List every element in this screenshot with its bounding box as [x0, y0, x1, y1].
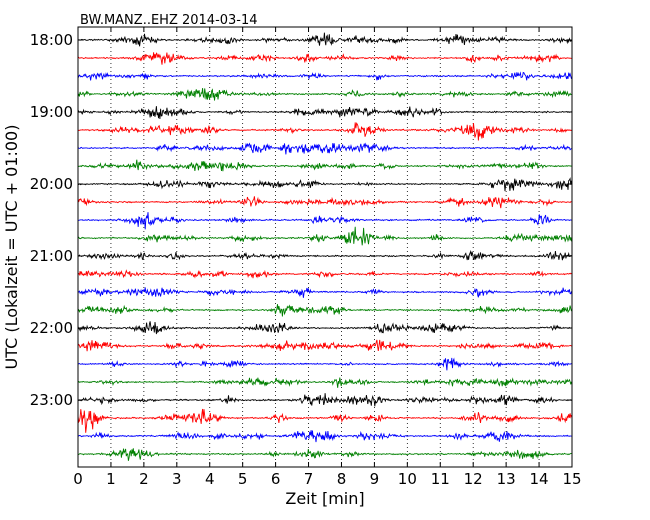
y-tick-label: 19:00 — [30, 103, 73, 121]
y-axis-ticks: 18:00 19:00 20:00 21:00 22:00 23:00 — [30, 31, 572, 409]
trace-line — [77, 226, 572, 246]
trace-line — [77, 212, 572, 230]
x-axis-ticks: 0 1 2 3 4 5 6 7 8 9 10 11 12 13 14 15 — [73, 27, 582, 488]
grid-lines — [110, 27, 540, 467]
trace-line — [77, 142, 572, 155]
x-tick-label: 9 — [370, 470, 380, 488]
y-tick-label: 21:00 — [30, 247, 73, 265]
trace-line — [77, 196, 572, 209]
x-tick-label: 12 — [464, 470, 483, 488]
x-tick-label: 11 — [431, 470, 450, 488]
x-tick-label: 14 — [530, 470, 549, 488]
trace-line — [77, 88, 572, 101]
trace-line — [77, 177, 572, 192]
trace-line — [77, 448, 572, 461]
trace-line — [77, 106, 572, 119]
trace-line — [77, 339, 572, 352]
plot-frame — [77, 26, 573, 468]
trace-line — [77, 408, 572, 433]
x-tick-label: 13 — [497, 470, 516, 488]
x-tick-label: 1 — [106, 470, 116, 488]
trace-line — [77, 321, 572, 335]
x-tick-label: 7 — [304, 470, 314, 488]
chart-title: BW.MANZ..EHZ 2014-03-14 — [80, 13, 258, 28]
y-tick-label: 23:00 — [30, 391, 73, 409]
trace-line — [77, 393, 572, 407]
trace-line — [77, 287, 572, 298]
x-axis-label: Zeit [min] — [285, 489, 364, 508]
trace-line — [77, 377, 572, 388]
trace-line — [77, 159, 572, 172]
trace-line — [77, 71, 572, 81]
seismic-traces — [77, 32, 572, 461]
trace-line — [77, 249, 572, 261]
trace-line — [77, 122, 572, 141]
x-tick-label: 6 — [271, 470, 281, 488]
x-tick-label: 4 — [205, 470, 215, 488]
y-tick-label: 18:00 — [30, 31, 73, 49]
x-tick-label: 15 — [562, 470, 581, 488]
y-axis-label: UTC (Lokalzeit = UTC + 01:00) — [2, 125, 21, 370]
x-tick-label: 8 — [337, 470, 347, 488]
trace-line — [77, 430, 572, 443]
x-tick-label: 3 — [172, 470, 182, 488]
trace-line — [77, 357, 572, 371]
x-tick-label: 10 — [398, 470, 417, 488]
x-tick-label: 5 — [238, 470, 248, 488]
trace-line — [77, 304, 572, 317]
x-tick-label: 2 — [139, 470, 149, 488]
trace-line — [77, 32, 572, 47]
trace-line — [77, 269, 572, 279]
y-tick-label: 22:00 — [30, 319, 73, 337]
y-tick-label: 20:00 — [30, 175, 73, 193]
x-tick-label: 0 — [73, 470, 83, 488]
trace-line — [77, 52, 572, 65]
